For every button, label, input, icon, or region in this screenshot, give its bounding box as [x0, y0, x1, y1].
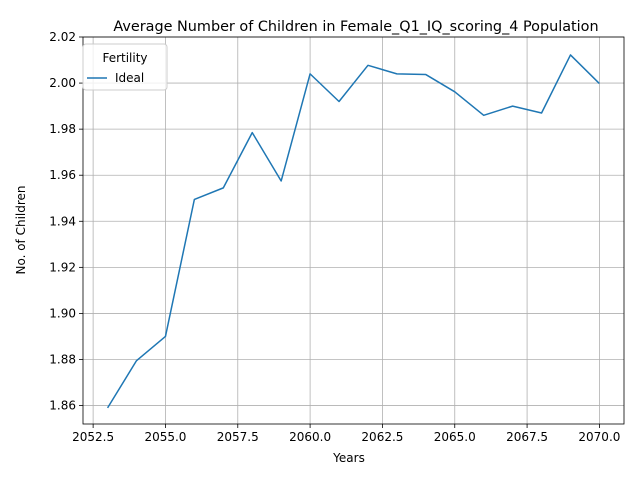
legend-label-ideal: Ideal — [115, 71, 144, 85]
x-tick-label: 2070.0 — [578, 430, 620, 444]
y-tick-label: 1.88 — [49, 353, 76, 367]
legend-title: Fertility — [102, 51, 147, 65]
y-tick-label: 1.90 — [49, 306, 76, 320]
y-tick-label: 1.92 — [49, 260, 76, 274]
x-tick-label: 2057.5 — [217, 430, 259, 444]
x-tick-label: 2065.0 — [434, 430, 476, 444]
x-tick-label: 2060.0 — [289, 430, 331, 444]
grid-lines — [83, 36, 624, 424]
chart-title: Average Number of Children in Female_Q1_… — [113, 19, 598, 35]
legend: Fertility Ideal — [82, 43, 168, 91]
x-axis-title: Years — [332, 451, 365, 465]
x-tick-label: 2062.5 — [361, 430, 403, 444]
series-line-ideal — [106, 54, 600, 409]
y-axis-title: No. of Children — [14, 185, 28, 274]
y-tick-label: 1.98 — [49, 122, 76, 136]
y-tick-label: 1.86 — [49, 399, 76, 413]
y-axis-ticks: 1.86 1.88 1.90 1.92 1.94 1.96 1.98 2.00 2.02 — [49, 30, 83, 413]
y-tick-label: 1.94 — [49, 214, 76, 228]
y-tick-label: 1.96 — [49, 168, 76, 182]
plot-frame — [82, 36, 625, 425]
y-tick-label: 2.00 — [49, 76, 76, 90]
x-tick-label: 2055.0 — [144, 430, 186, 444]
x-tick-label: 2067.5 — [506, 430, 548, 444]
x-axis-ticks: 2052.5 2055.0 2057.5 2060.0 2062.5 2065.0 2067… — [72, 424, 620, 444]
y-tick-label: 2.02 — [49, 30, 76, 44]
x-tick-label: 2052.5 — [72, 430, 114, 444]
series-layer — [106, 54, 600, 409]
